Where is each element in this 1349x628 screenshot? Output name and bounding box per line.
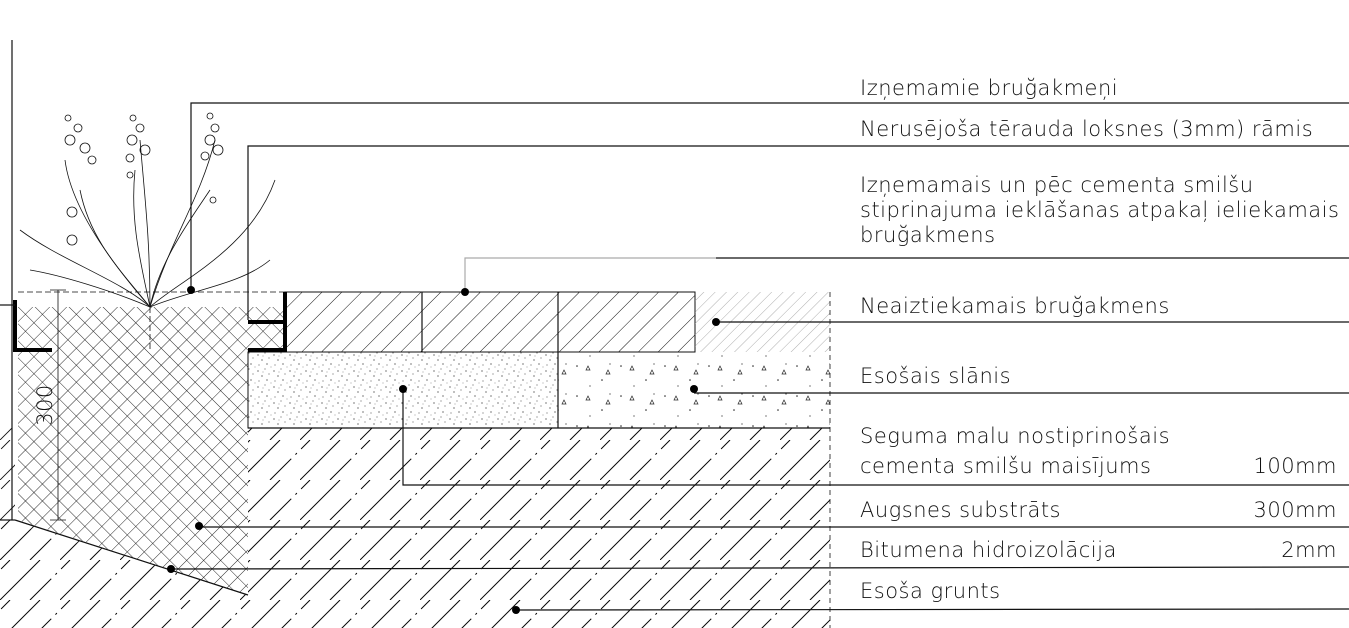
plant (19, 112, 276, 308)
label-line: cementa smilšu maisījums (860, 454, 1151, 478)
leaders (170, 102, 1349, 611)
drawing: 300 (0, 40, 1349, 628)
label-line: Seguma malu nostiprinošais (860, 424, 1170, 448)
label-line: bruğakmens (860, 223, 996, 247)
label-line: stiprinajuma ieklāšanas atpakaļ ieliekam… (860, 198, 1339, 222)
label-line: Izņemamais un pēc cementa smilšu (860, 173, 1254, 197)
label-line: Neaiztiekamais bruğakmens (860, 294, 1170, 318)
label-line: Esošais slānis (860, 364, 1011, 388)
leader-dots (167, 286, 720, 614)
dimension-label: 300 (33, 384, 57, 426)
thickness: 300mm (1254, 498, 1338, 522)
thickness: 100mm (1254, 454, 1338, 478)
thickness: 2mm (1281, 538, 1337, 562)
label-line: Nerusējoša tērauda loksnes (3mm) rāmis (860, 117, 1313, 141)
label-line: Bitumena hidroizolācija (860, 538, 1117, 562)
label-line: Esoša grunts (860, 579, 1001, 603)
label-line: Augsnes substrāts (860, 498, 1061, 522)
label-line: Izņemamie bruğakmeņi (860, 76, 1118, 100)
